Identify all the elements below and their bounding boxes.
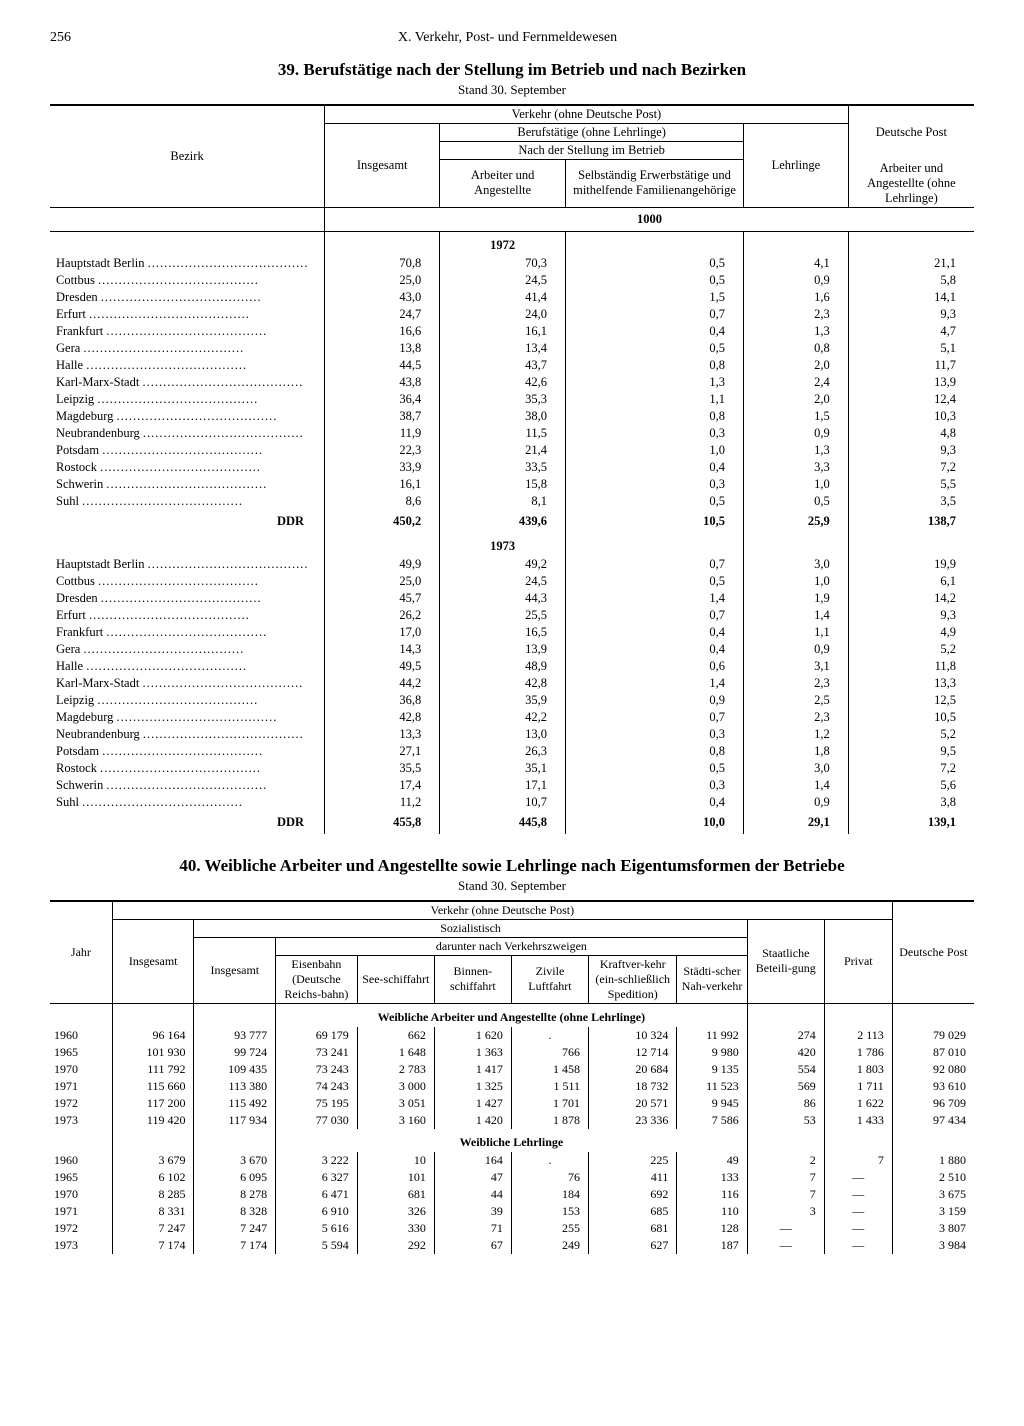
table-row: 1970111 792109 43573 2432 7831 4171 4582… bbox=[50, 1061, 974, 1078]
table-row: Dresden 45,744,31,41,914,2 bbox=[50, 590, 974, 607]
table-row: Schwerin 17,417,10,31,45,6 bbox=[50, 777, 974, 794]
table40: Jahr Verkehr (ohne Deutsche Post) Deutsc… bbox=[50, 900, 974, 1254]
table-row: Erfurt 24,724,00,72,39,3 bbox=[50, 306, 974, 323]
col-arb: Arbeiter und Angestellte bbox=[440, 160, 566, 208]
table40-title: 40. Weibliche Arbeiter und Angestellte s… bbox=[50, 856, 974, 876]
table39: Bezirk Verkehr (ohne Deutsche Post) Deut… bbox=[50, 104, 974, 834]
table-row: Suhl 11,210,70,40,93,8 bbox=[50, 794, 974, 811]
table-row: 19603 6793 6703 22210164.22549271 880 bbox=[50, 1152, 974, 1169]
table-row: Suhl 8,68,10,50,53,5 bbox=[50, 493, 974, 510]
col-soz-insg: Insgesamt bbox=[194, 937, 276, 1003]
col-dpost40: Deutsche Post bbox=[892, 901, 974, 1004]
col-see: See-schiffahrt bbox=[357, 955, 434, 1003]
col-staatl: Staatliche Beteili-gung bbox=[747, 919, 824, 1003]
table-row: 1972117 200115 49275 1953 0511 4271 7012… bbox=[50, 1095, 974, 1112]
ddr-row: DDR455,8445,810,029,1139,1 bbox=[50, 811, 974, 834]
col-eisenbahn: Eisenbahn (Deutsche Reichs-bahn) bbox=[276, 955, 358, 1003]
table-row: Schwerin 16,115,80,31,05,5 bbox=[50, 476, 974, 493]
spanner-branches: darunter nach Verkehrszweigen bbox=[276, 937, 748, 955]
table-row: Rostock 33,933,50,43,37,2 bbox=[50, 459, 974, 476]
col-insgesamt: Insgesamt bbox=[325, 124, 440, 208]
col-bezirk: Bezirk bbox=[50, 105, 325, 207]
unit-label: 1000 bbox=[325, 207, 974, 231]
table-row: Karl-Marx-Stadt 43,842,61,32,413,9 bbox=[50, 374, 974, 391]
col-selbst: Selbständig Erwerbstätige und mithelfend… bbox=[565, 160, 743, 208]
col-dpost: Deutsche Post bbox=[848, 105, 974, 160]
chapter-title: X. Verkehr, Post- und Fernmeldewesen bbox=[71, 30, 944, 46]
table-row: 19727 2477 2475 61633071255681128——3 807 bbox=[50, 1220, 974, 1237]
col-nah: Städti-scher Nah-verkehr bbox=[677, 955, 747, 1003]
table-row: Frankfurt 17,016,50,41,14,9 bbox=[50, 624, 974, 641]
table-row: Potsdam 27,126,30,81,89,5 bbox=[50, 743, 974, 760]
table-row: Rostock 35,535,10,53,07,2 bbox=[50, 760, 974, 777]
table-row: Erfurt 26,225,50,71,49,3 bbox=[50, 607, 974, 624]
table-row: 19718 3318 3286 910326391536851103—3 159 bbox=[50, 1203, 974, 1220]
table-row: Magdeburg 38,738,00,81,510,3 bbox=[50, 408, 974, 425]
table-row: Cottbus 25,024,50,50,95,8 bbox=[50, 272, 974, 289]
table-row: Potsdam 22,321,41,01,39,3 bbox=[50, 442, 974, 459]
table40-subtitle: Stand 30. September bbox=[50, 878, 974, 894]
section-subhead: Weibliche Lehrlinge bbox=[50, 1129, 974, 1152]
table-row: Hauptstadt Berlin 70,870,30,54,121,1 bbox=[50, 255, 974, 272]
col-binnen: Binnen-schiffahrt bbox=[434, 955, 511, 1003]
col-insg40: Insgesamt bbox=[112, 919, 194, 1003]
table-row: Gera 13,813,40,50,85,1 bbox=[50, 340, 974, 357]
table-row: Magdeburg 42,842,20,72,310,5 bbox=[50, 709, 974, 726]
table39-title: 39. Berufstätige nach der Stellung im Be… bbox=[50, 60, 974, 80]
table-row: Dresden 43,041,41,51,614,1 bbox=[50, 289, 974, 306]
table-row: Hauptstadt Berlin 49,949,20,73,019,9 bbox=[50, 556, 974, 573]
table39-subtitle: Stand 30. September bbox=[50, 82, 974, 98]
table-row: 1971115 660113 38074 2433 0001 3251 5111… bbox=[50, 1078, 974, 1095]
spanner-berufstaetige: Berufstätige (ohne Lehrlinge) bbox=[440, 124, 744, 142]
table-row: Halle 49,548,90,63,111,8 bbox=[50, 658, 974, 675]
ddr-row: DDR450,2439,610,525,9138,7 bbox=[50, 510, 974, 533]
table-row: 1973119 420117 93477 0303 1601 4201 8782… bbox=[50, 1112, 974, 1129]
table-row: 19708 2858 2786 471681441846921167—3 675 bbox=[50, 1186, 974, 1203]
table-row: Halle 44,543,70,82,011,7 bbox=[50, 357, 974, 374]
spanner-verkehr40: Verkehr (ohne Deutsche Post) bbox=[112, 901, 892, 920]
col-lehrlinge: Lehrlinge bbox=[744, 124, 849, 208]
col-privat: Privat bbox=[824, 919, 892, 1003]
col-dpost-sub: Arbeiter und Angestellte (ohne Lehrlinge… bbox=[848, 160, 974, 208]
page-header: 256 X. Verkehr, Post- und Fernmeldewesen bbox=[50, 30, 974, 46]
table-row: Neubrandenburg 11,911,50,30,94,8 bbox=[50, 425, 974, 442]
table-row: Cottbus 25,024,50,51,06,1 bbox=[50, 573, 974, 590]
table-row: 19737 1747 1745 59429267249627187——3 984 bbox=[50, 1237, 974, 1254]
page-number: 256 bbox=[50, 30, 71, 46]
section-subhead: Weibliche Arbeiter und Angestellte (ohne… bbox=[50, 1003, 974, 1027]
table-row: Leipzig 36,835,90,92,512,5 bbox=[50, 692, 974, 709]
table-row: Karl-Marx-Stadt 44,242,81,42,313,3 bbox=[50, 675, 974, 692]
table-row: Neubrandenburg 13,313,00,31,25,2 bbox=[50, 726, 974, 743]
table-row: Gera 14,313,90,40,95,2 bbox=[50, 641, 974, 658]
year-row: 1973 bbox=[50, 533, 974, 556]
table-row: 1965101 93099 72473 2411 6481 36376612 7… bbox=[50, 1044, 974, 1061]
table-row: 196096 16493 77769 1796621 620.10 32411 … bbox=[50, 1027, 974, 1044]
spanner-verkehr: Verkehr (ohne Deutsche Post) bbox=[325, 105, 849, 124]
col-jahr: Jahr bbox=[50, 901, 112, 1004]
table-row: Frankfurt 16,616,10,41,34,7 bbox=[50, 323, 974, 340]
spanner-stellung: Nach der Stellung im Betrieb bbox=[440, 142, 744, 160]
table-row: Leipzig 36,435,31,12,012,4 bbox=[50, 391, 974, 408]
col-kraft: Kraftver-kehr (ein-schließlich Spedition… bbox=[589, 955, 677, 1003]
spanner-soz: Sozialistisch bbox=[194, 919, 747, 937]
col-luft: Zivile Luftfahrt bbox=[511, 955, 588, 1003]
table-row: 19656 1026 0956 32710147764111337—2 510 bbox=[50, 1169, 974, 1186]
year-row: 1972 bbox=[50, 231, 974, 255]
